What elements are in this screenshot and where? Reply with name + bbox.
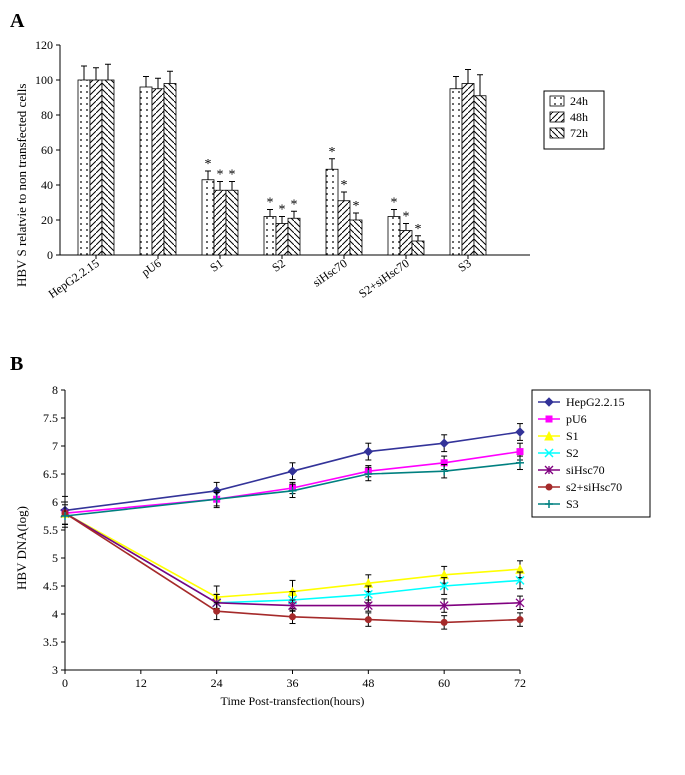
svg-text:*: * [329,145,336,160]
svg-text:60: 60 [438,676,450,690]
svg-text:24: 24 [211,676,223,690]
svg-text:48h: 48h [570,110,588,124]
svg-text:pU6: pU6 [139,256,164,279]
svg-text:*: * [341,178,348,193]
svg-text:S2: S2 [566,446,579,460]
svg-text:S2+siHsc70: S2+siHsc70 [356,256,412,301]
svg-text:0: 0 [47,248,53,262]
svg-text:60: 60 [41,143,53,157]
svg-text:siHsc70: siHsc70 [310,256,350,290]
svg-text:72h: 72h [570,126,588,140]
svg-text:siHsc70: siHsc70 [566,463,605,477]
svg-text:24h: 24h [570,94,588,108]
svg-text:4: 4 [52,607,58,621]
svg-text:7: 7 [52,439,58,453]
svg-text:72: 72 [514,676,526,690]
panel-a-ylabel: HBV S relatvie to non transfected cells [10,35,30,335]
svg-text:*: * [229,168,236,183]
svg-text:*: * [403,210,410,225]
svg-text:6.5: 6.5 [43,467,58,481]
svg-text:48: 48 [362,676,374,690]
svg-text:HepG2.2.15: HepG2.2.15 [566,395,625,409]
svg-text:120: 120 [35,38,53,52]
svg-text:pU6: pU6 [566,412,587,426]
panel-b-figure: HBV DNA(log) 33.544.555.566.577.58012243… [10,378,675,718]
svg-text:*: * [267,196,274,211]
svg-text:*: * [217,168,224,183]
svg-text:5: 5 [52,551,58,565]
svg-text:S3: S3 [566,497,579,511]
svg-text:4.5: 4.5 [43,579,58,593]
svg-text:*: * [279,203,286,218]
svg-text:Time Post-transfection(hours): Time Post-transfection(hours) [221,694,365,708]
svg-text:HepG2.2.15: HepG2.2.15 [46,256,102,301]
svg-text:80: 80 [41,108,53,122]
svg-text:*: * [353,199,360,214]
svg-text:*: * [205,157,212,172]
svg-text:S1: S1 [207,256,225,275]
svg-text:5.5: 5.5 [43,523,58,537]
svg-text:s2+siHsc70: s2+siHsc70 [566,480,622,494]
panel-a-figure: HBV S relatvie to non transfected cells … [10,35,675,335]
svg-text:*: * [391,196,398,211]
svg-text:36: 36 [287,676,299,690]
svg-text:40: 40 [41,178,53,192]
panel-a-svg: 0 20 40 60 80 100 120 HepG2.2.15 pU6 * * * S1 * * * S2 * *… [30,35,660,335]
svg-text:100: 100 [35,73,53,87]
svg-text:8: 8 [52,383,58,397]
svg-text:*: * [415,222,422,237]
panel-b-ylabel: HBV DNA(log) [10,378,30,718]
svg-text:S2: S2 [269,256,287,275]
svg-text:3: 3 [52,663,58,677]
svg-text:20: 20 [41,213,53,227]
svg-text:0: 0 [62,676,68,690]
svg-text:S3: S3 [455,256,473,275]
svg-text:7.5: 7.5 [43,411,58,425]
svg-text:6: 6 [52,495,58,509]
panel-a-label: A [10,10,675,33]
svg-text:S1: S1 [566,429,579,443]
svg-text:3.5: 3.5 [43,635,58,649]
svg-text:12: 12 [135,676,147,690]
svg-text:*: * [291,197,298,212]
panel-b-label: B [10,353,675,376]
panel-b-svg: 3 3.5 4 4.5 5 5.5 6 6.5 7 7.5 8 0 12 24 36 48 60 72 Time P… [30,378,660,718]
